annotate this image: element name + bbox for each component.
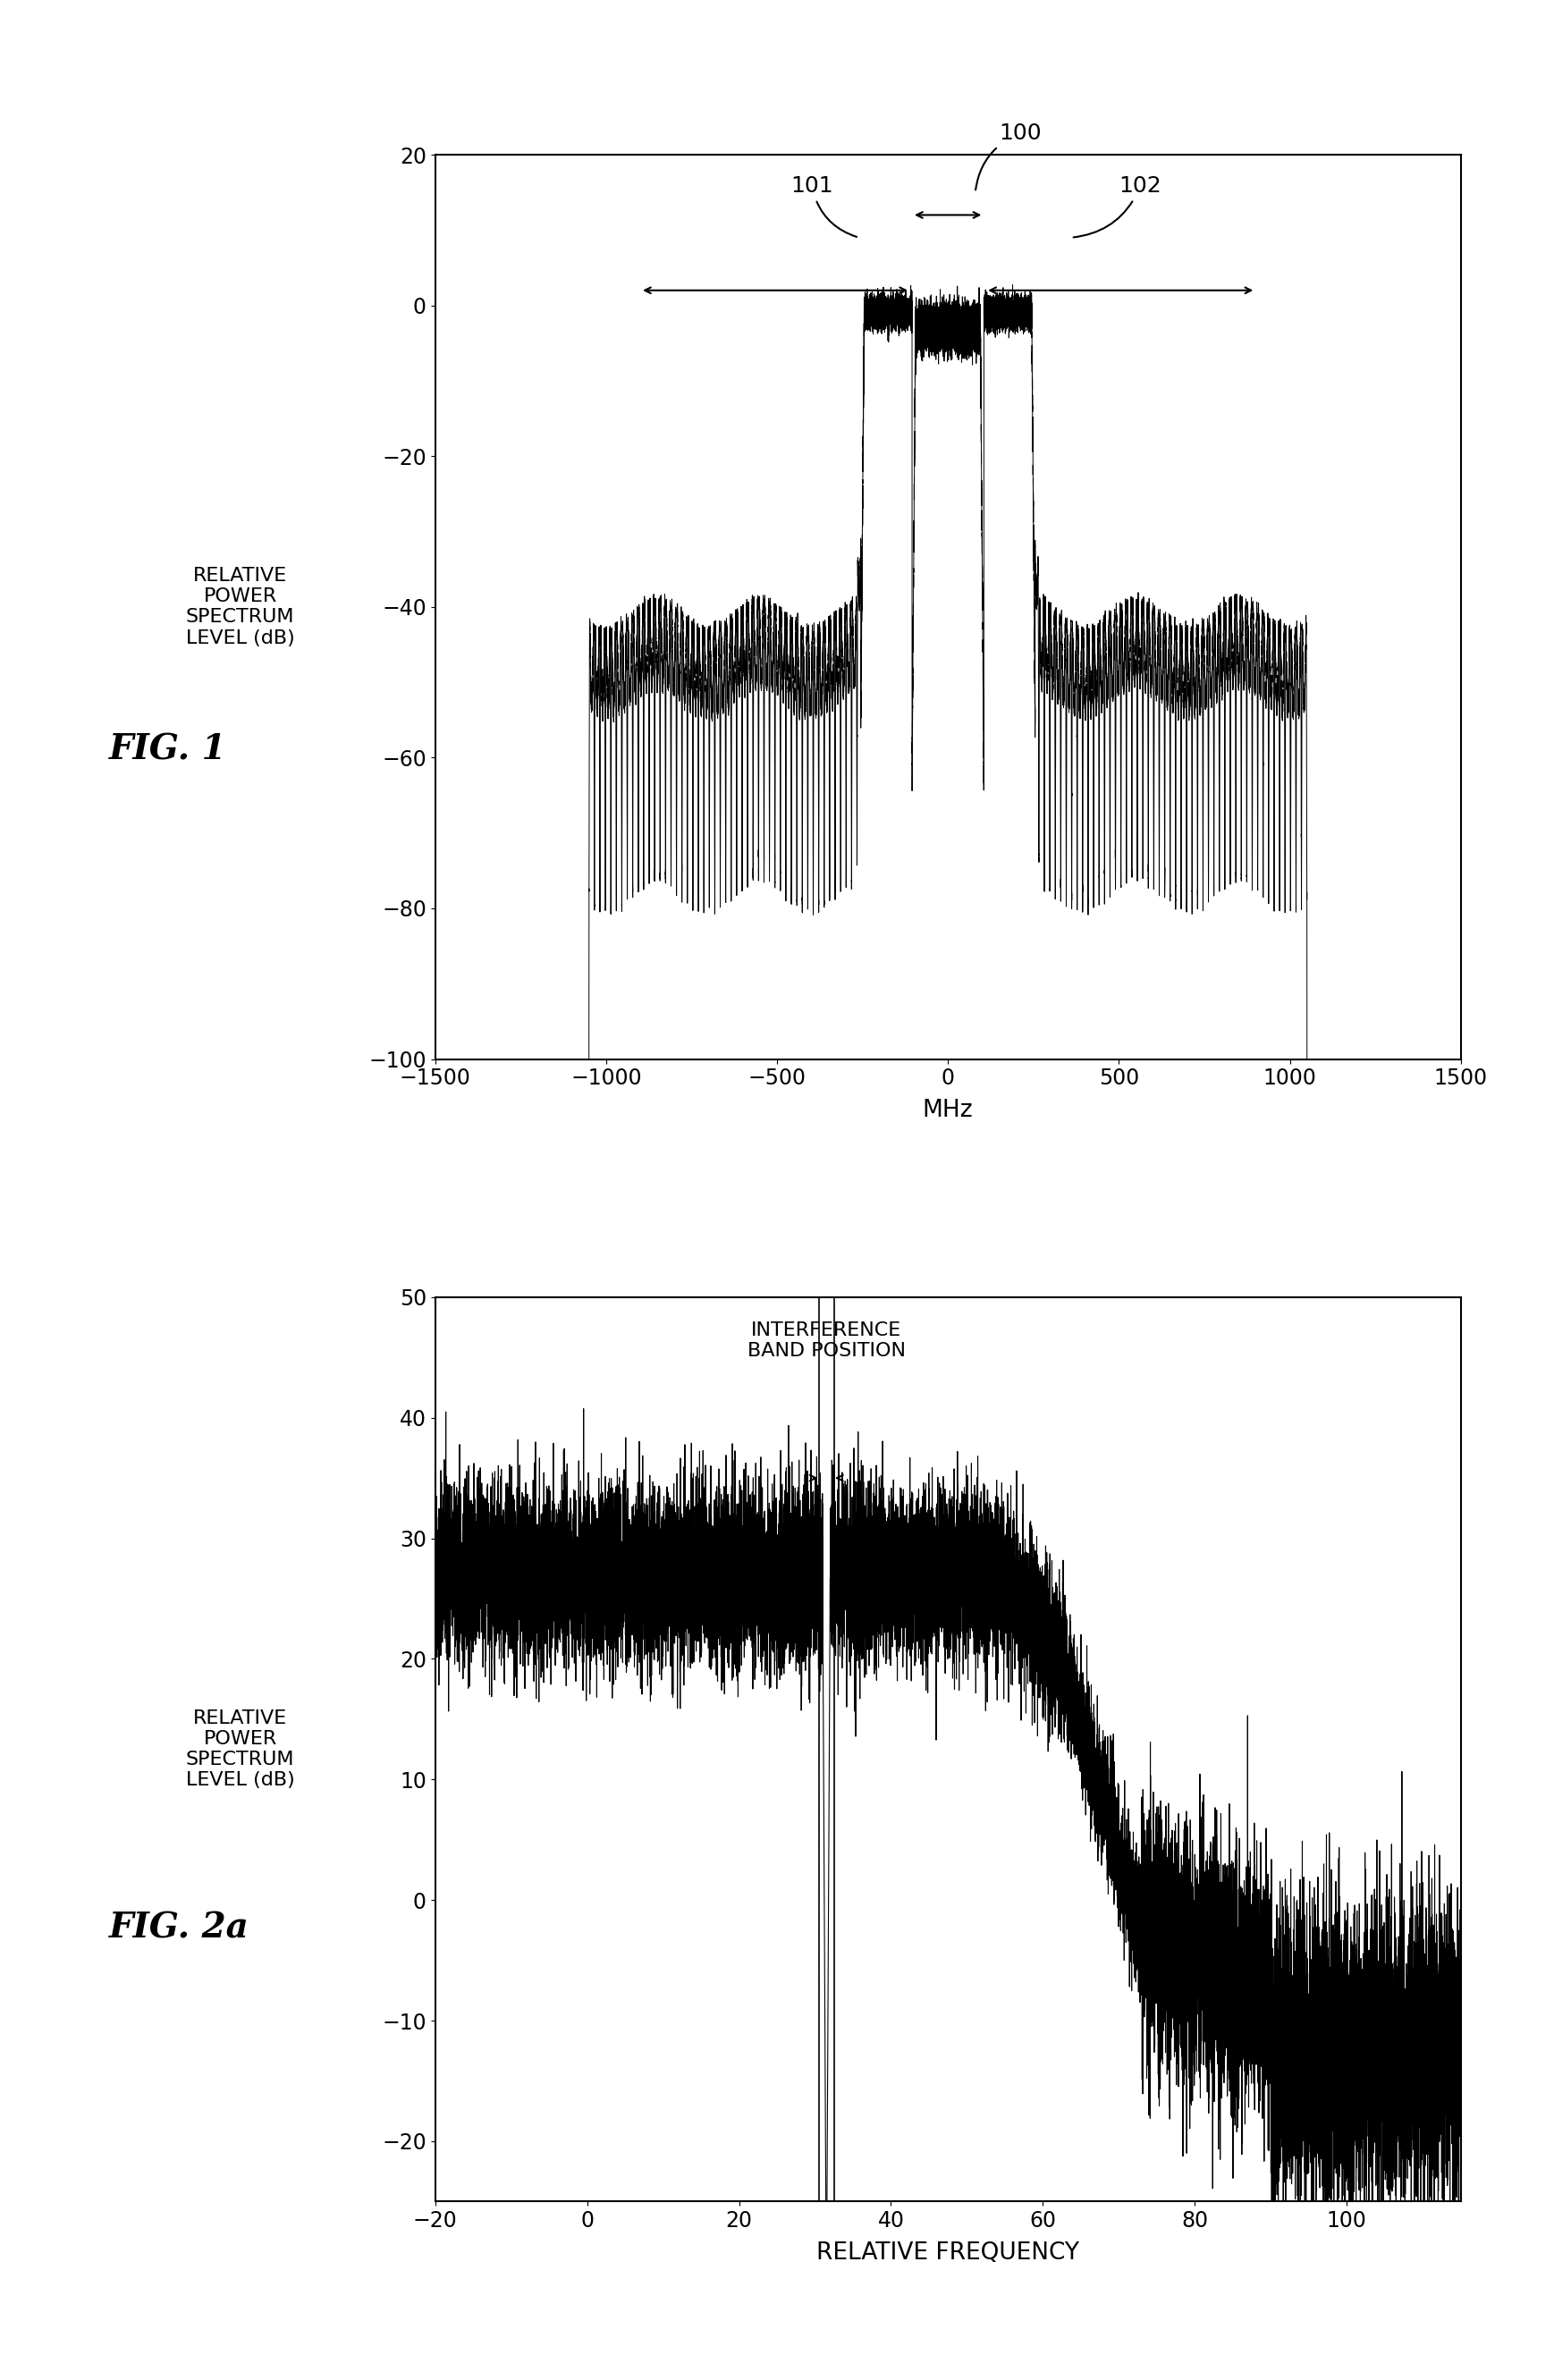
Text: 100: 100 (976, 124, 1041, 190)
Text: FIG. 1: FIG. 1 (109, 733, 227, 766)
X-axis label: RELATIVE FREQUENCY: RELATIVE FREQUENCY (816, 2242, 1080, 2266)
Text: INTERFERENCE
BAND POSITION: INTERFERENCE BAND POSITION (747, 1321, 906, 1359)
Text: FIG. 2a: FIG. 2a (109, 1911, 249, 1944)
Text: RELATIVE
POWER
SPECTRUM
LEVEL (dB): RELATIVE POWER SPECTRUM LEVEL (dB) (186, 566, 295, 647)
Text: RELATIVE
POWER
SPECTRUM
LEVEL (dB): RELATIVE POWER SPECTRUM LEVEL (dB) (186, 1709, 295, 1790)
Text: 102: 102 (1074, 176, 1161, 238)
Text: 101: 101 (791, 176, 856, 238)
X-axis label: MHz: MHz (923, 1100, 973, 1123)
